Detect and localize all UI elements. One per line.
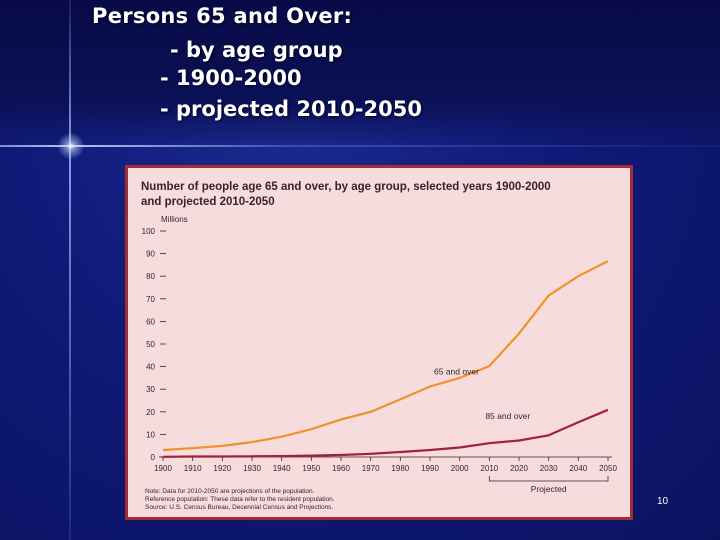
bullet-years: - 1900-2000 — [160, 66, 302, 90]
y-tick-label: 60 — [146, 317, 155, 326]
y-tick-label: 20 — [146, 408, 155, 417]
y-tick-label: 70 — [146, 295, 155, 304]
y-tick-label: 50 — [146, 340, 155, 349]
x-tick-label: 2020 — [510, 464, 528, 473]
bullet-projected: - projected 2010-2050 — [160, 97, 422, 121]
y-tick-label: 80 — [146, 272, 155, 281]
decorative-horizontal-line — [0, 145, 720, 147]
y-axis-label: Millions — [161, 215, 188, 224]
y-tick-label: 90 — [146, 250, 155, 259]
series-line-65-and-over — [162, 260, 609, 452]
sparkle-icon — [55, 130, 87, 162]
line-chart: Number of people age 65 and over, by age… — [141, 181, 617, 511]
bullet-age-group: - by age group — [170, 38, 343, 62]
chart-panel: Number of people age 65 and over, by age… — [125, 165, 633, 520]
page-number: 10 — [657, 496, 669, 507]
chart-title-line1: Number of people age 65 and over, by age… — [141, 181, 551, 193]
x-tick-label: 1910 — [184, 464, 202, 473]
x-tick-label: 1980 — [391, 464, 409, 473]
x-tick-label: 2040 — [569, 464, 587, 473]
note-line-1: Note: Data for 2010-2050 are projections… — [145, 488, 315, 495]
x-tick-label: 1990 — [421, 464, 439, 473]
series-line-85-and-over — [162, 408, 609, 458]
y-tick-label: 40 — [146, 363, 155, 372]
x-tick-label: 1930 — [243, 464, 261, 473]
x-tick-label: 1900 — [154, 464, 172, 473]
x-tick-label: 2000 — [451, 464, 469, 473]
decorative-vertical-line — [69, 0, 71, 540]
y-tick-label: 100 — [142, 227, 156, 236]
x-tick-label: 1920 — [213, 464, 231, 473]
note-line-2: Reference population: These data refer t… — [145, 496, 335, 503]
x-tick-label: 2010 — [480, 464, 498, 473]
y-tick-label: 10 — [146, 430, 155, 439]
slide-title: Persons 65 and Over: — [92, 4, 353, 28]
chart-title-line2: and projected 2010-2050 — [141, 196, 275, 208]
x-tick-label: 1940 — [273, 464, 291, 473]
title-band — [0, 0, 720, 148]
projected-bracket — [488, 476, 609, 482]
y-tick-label: 30 — [146, 385, 155, 394]
series-label-85-and-over: 85 and over — [485, 411, 530, 421]
x-tick-label: 2050 — [599, 464, 617, 473]
y-tick-label: 0 — [151, 453, 156, 462]
note-line-3: Source: U.S. Census Bureau, Decennial Ce… — [145, 504, 333, 511]
series-label-65-and-over: 65 and over — [434, 366, 479, 376]
x-tick-label: 1950 — [302, 464, 320, 473]
projected-label: Projected — [531, 484, 567, 494]
x-tick-label: 1960 — [332, 464, 350, 473]
x-tick-label: 1970 — [362, 464, 380, 473]
x-tick-label: 2030 — [540, 464, 558, 473]
